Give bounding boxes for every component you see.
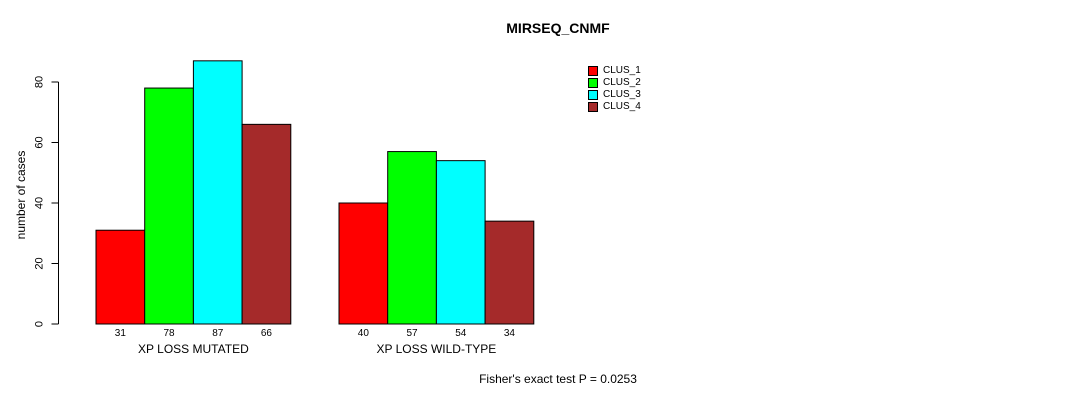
category-label: XP LOSS WILD-TYPE bbox=[376, 342, 496, 356]
legend-label-clus-3: CLUS_3 bbox=[603, 89, 641, 100]
chart-title: MIRSEQ_CNMF bbox=[506, 20, 610, 36]
bar-clus_4-group-2 bbox=[484, 220, 535, 325]
legend-swatch-clus-2-icon bbox=[588, 78, 598, 88]
legend-swatch-clus-1-icon bbox=[588, 66, 598, 76]
bar-value-label: 66 bbox=[261, 328, 273, 339]
bar-clus_1-group-2 bbox=[338, 202, 389, 325]
bar-value-label: 54 bbox=[455, 328, 467, 339]
y-axis-title: number of cases bbox=[14, 151, 28, 240]
y-tick-label: 20 bbox=[34, 257, 46, 269]
bar-value-label: 34 bbox=[504, 328, 516, 339]
bar-clus_2-group-1 bbox=[144, 87, 194, 325]
bar-clus_2-group-2 bbox=[387, 151, 437, 325]
legend-label-clus-4: CLUS_4 bbox=[603, 101, 641, 112]
bar-value-label: 57 bbox=[406, 328, 418, 339]
legend: CLUS_1 CLUS_2 CLUS_3 CLUS_4 bbox=[588, 65, 641, 113]
legend-swatch-clus-4-icon bbox=[588, 102, 598, 112]
bar-clus_3-group-1 bbox=[192, 60, 243, 325]
legend-item-clus-4: CLUS_4 bbox=[588, 101, 641, 113]
bar-value-label: 40 bbox=[358, 328, 370, 339]
y-tick-label: 60 bbox=[34, 136, 46, 148]
category-label: XP LOSS MUTATED bbox=[138, 342, 249, 356]
bar-clus_3-group-2 bbox=[435, 160, 486, 325]
bar-clus_4-group-1 bbox=[241, 123, 292, 325]
y-tick-label: 0 bbox=[34, 321, 46, 327]
legend-label-clus-2: CLUS_2 bbox=[603, 77, 641, 88]
legend-item-clus-2: CLUS_2 bbox=[588, 77, 641, 89]
legend-item-clus-3: CLUS_3 bbox=[588, 89, 641, 101]
legend-swatch-clus-3-icon bbox=[588, 90, 598, 100]
bar-value-label: 87 bbox=[212, 328, 224, 339]
legend-item-clus-1: CLUS_1 bbox=[588, 65, 641, 77]
bar-value-label: 78 bbox=[163, 328, 175, 339]
y-tick-label: 80 bbox=[34, 76, 46, 88]
statistical-test-annotation: Fisher's exact test P = 0.0253 bbox=[479, 372, 637, 386]
y-tick-label: 40 bbox=[34, 197, 46, 209]
legend-label-clus-1: CLUS_1 bbox=[603, 65, 641, 76]
bar-value-label: 31 bbox=[115, 328, 127, 339]
bar-clus_1-group-1 bbox=[95, 229, 146, 325]
